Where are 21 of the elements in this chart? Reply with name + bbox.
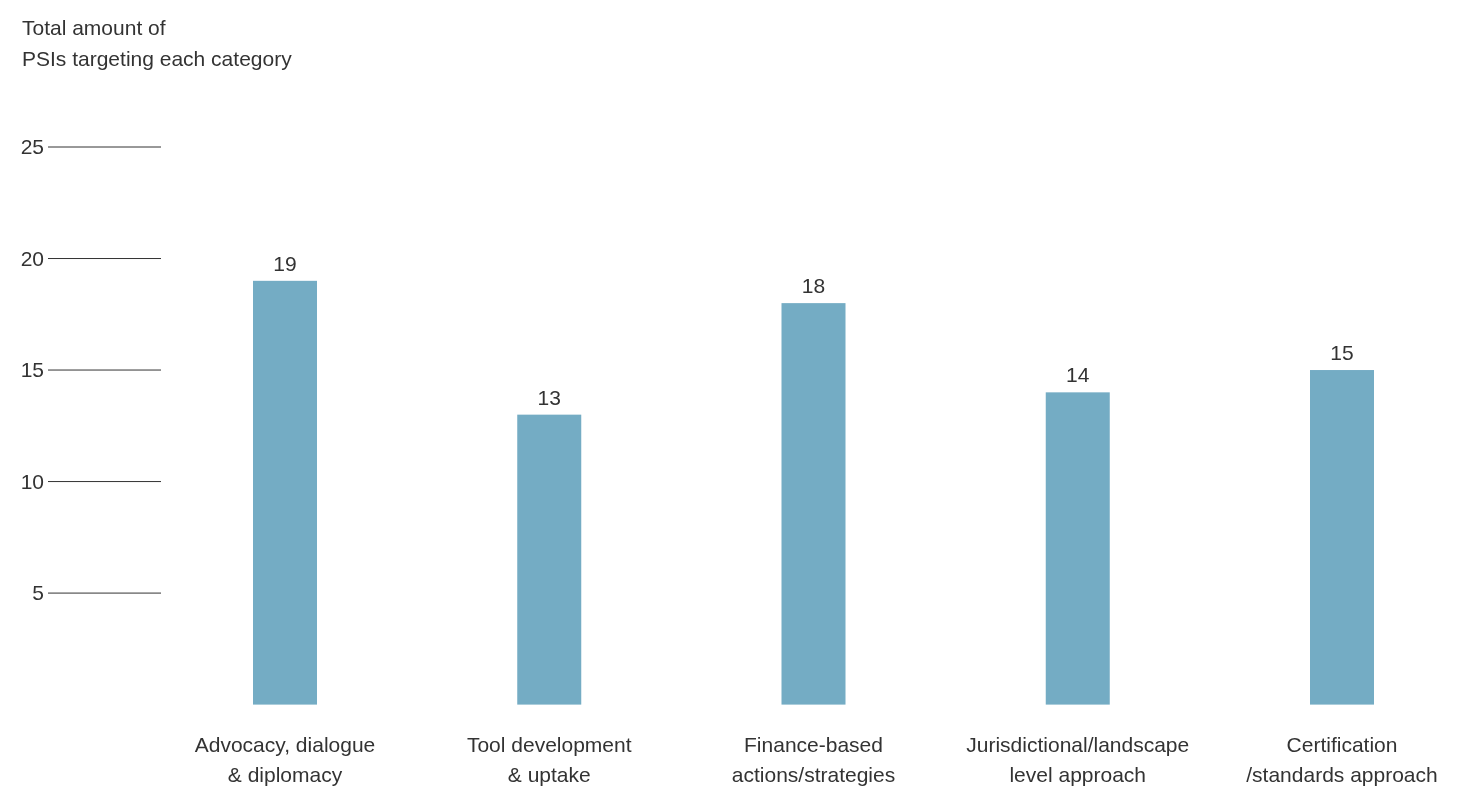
bar <box>253 280 317 705</box>
data-label: 18 <box>801 274 826 298</box>
y-tick-label: 15 <box>20 358 44 382</box>
bar <box>781 303 846 705</box>
data-label: 19 <box>273 251 297 275</box>
bar <box>517 414 582 705</box>
x-tick-label: Finance-based actions/strategies <box>731 733 896 786</box>
x-tick-label: Jurisdictional/landscape level approach <box>966 733 1190 786</box>
x-tick-label: Tool development & uptake <box>466 733 632 786</box>
y-tick-label: 10 <box>20 469 44 493</box>
bar <box>1045 392 1110 705</box>
y-axis-title: Total amount of PSIs targeting each category <box>22 16 293 70</box>
y-tick-label: 5 <box>32 581 44 605</box>
data-label: 15 <box>1330 341 1354 365</box>
y-tick-label: 20 <box>20 246 44 270</box>
data-label: 14 <box>1066 363 1090 387</box>
x-tick-label: Advocacy, dialogue & diplomacy <box>194 733 376 786</box>
data-label: 13 <box>537 385 561 409</box>
x-tick-label: Certification /standards approach <box>1246 733 1438 786</box>
bar <box>1310 370 1374 705</box>
y-tick-label: 25 <box>20 135 44 159</box>
